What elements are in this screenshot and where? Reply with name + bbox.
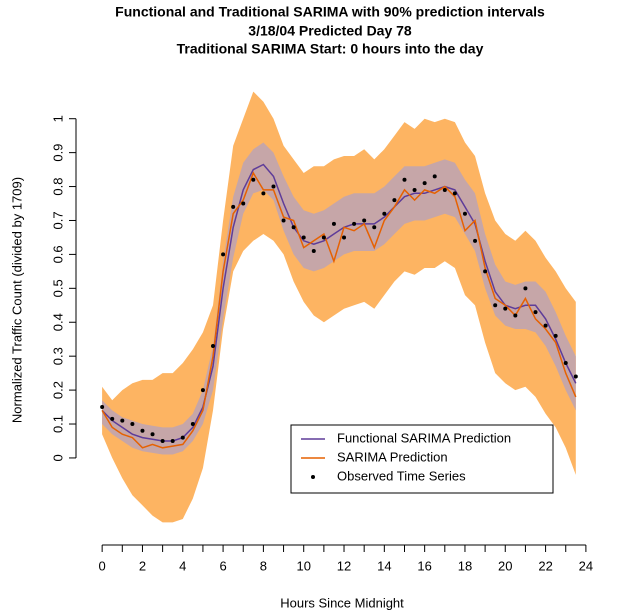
x-tick-label: 4 bbox=[179, 558, 186, 573]
y-tick-label: 0 bbox=[50, 454, 65, 461]
x-tick-label: 10 bbox=[296, 558, 310, 573]
y-tick-label: 0.9 bbox=[50, 144, 65, 162]
y-tick-label: 1 bbox=[50, 115, 65, 122]
observed-point bbox=[261, 191, 266, 196]
observed-point bbox=[231, 204, 236, 209]
observed-point bbox=[392, 198, 397, 203]
observed-point bbox=[190, 422, 195, 427]
y-tick-label: 0.7 bbox=[50, 211, 65, 229]
y-tick-label: 0.5 bbox=[50, 279, 65, 297]
x-tick-label: 14 bbox=[377, 558, 391, 573]
x-tick-label: 0 bbox=[99, 558, 106, 573]
observed-point bbox=[462, 211, 467, 216]
observed-point bbox=[422, 181, 427, 186]
observed-point bbox=[120, 418, 125, 423]
observed-point bbox=[543, 323, 548, 328]
observed-point bbox=[352, 221, 357, 226]
legend-label: Functional SARIMA Prediction bbox=[337, 430, 511, 445]
y-tick-label: 0.4 bbox=[50, 313, 65, 331]
observed-point bbox=[150, 432, 155, 437]
y-axis-title: Normalized Traffic Count (divided by 170… bbox=[9, 177, 24, 423]
observed-point bbox=[160, 438, 165, 443]
observed-point bbox=[140, 428, 145, 433]
x-tick-label: 12 bbox=[337, 558, 351, 573]
observed-point bbox=[452, 191, 457, 196]
legend-symbol bbox=[311, 475, 315, 479]
observed-point bbox=[533, 310, 538, 315]
observed-point bbox=[311, 249, 316, 254]
observed-point bbox=[100, 405, 105, 410]
observed-point bbox=[211, 343, 216, 348]
x-tick-label: 6 bbox=[219, 558, 226, 573]
observed-point bbox=[442, 187, 447, 192]
observed-point bbox=[281, 218, 286, 223]
observed-point bbox=[291, 225, 296, 230]
chart-title: Functional and Traditional SARIMA with 9… bbox=[115, 4, 545, 20]
observed-point bbox=[523, 286, 528, 291]
observed-point bbox=[241, 201, 246, 206]
observed-point bbox=[372, 225, 377, 230]
series-line bbox=[101, 171, 577, 449]
legend-label: SARIMA Prediction bbox=[337, 449, 448, 464]
observed-point bbox=[221, 252, 226, 257]
observed-point bbox=[301, 235, 306, 240]
y-tick-label: 0.3 bbox=[50, 347, 65, 365]
x-tick-label: 20 bbox=[498, 558, 512, 573]
x-axis-title: Hours Since Midnight bbox=[280, 595, 404, 610]
observed-point bbox=[402, 177, 407, 182]
y-tick-label: 0.1 bbox=[50, 415, 65, 433]
x-tick-label: 24 bbox=[579, 558, 593, 573]
observed-point bbox=[563, 360, 568, 365]
x-tick-label: 16 bbox=[417, 558, 431, 573]
observed-point bbox=[251, 177, 256, 182]
chart-subtitle: Traditional SARIMA Start: 0 hours into t… bbox=[177, 41, 484, 57]
y-tick-label: 0.6 bbox=[50, 245, 65, 263]
observed-point bbox=[483, 269, 488, 274]
observed-point bbox=[180, 435, 185, 440]
observed-point bbox=[321, 235, 326, 240]
observed-point bbox=[331, 221, 336, 226]
observed-point bbox=[170, 438, 175, 443]
observed-point bbox=[573, 374, 578, 379]
x-tick-label: 22 bbox=[538, 558, 552, 573]
chart-subtitle: 3/18/04 Predicted Day 78 bbox=[248, 23, 412, 39]
y-tick-label: 0.8 bbox=[50, 178, 65, 196]
prediction-interval bbox=[102, 142, 576, 455]
observed-point bbox=[110, 416, 115, 421]
legend-label: Observed Time Series bbox=[337, 468, 466, 483]
observed-point bbox=[473, 238, 478, 243]
observed-point bbox=[493, 303, 498, 308]
observed-point bbox=[513, 313, 518, 318]
x-tick-label: 2 bbox=[139, 558, 146, 573]
observed-point bbox=[553, 333, 558, 338]
x-tick-label: 8 bbox=[260, 558, 267, 573]
observed-point bbox=[362, 218, 367, 223]
observed-point bbox=[342, 235, 347, 240]
observed-point bbox=[412, 187, 417, 192]
x-tick-label: 18 bbox=[458, 558, 472, 573]
observed-point bbox=[130, 422, 135, 427]
legend-box bbox=[290, 424, 554, 494]
observed-point bbox=[382, 211, 387, 216]
observed-point bbox=[271, 184, 276, 189]
observed-point bbox=[432, 174, 437, 179]
observed-point bbox=[200, 388, 205, 393]
observed-point bbox=[503, 306, 508, 311]
y-tick-label: 0.2 bbox=[50, 381, 65, 399]
